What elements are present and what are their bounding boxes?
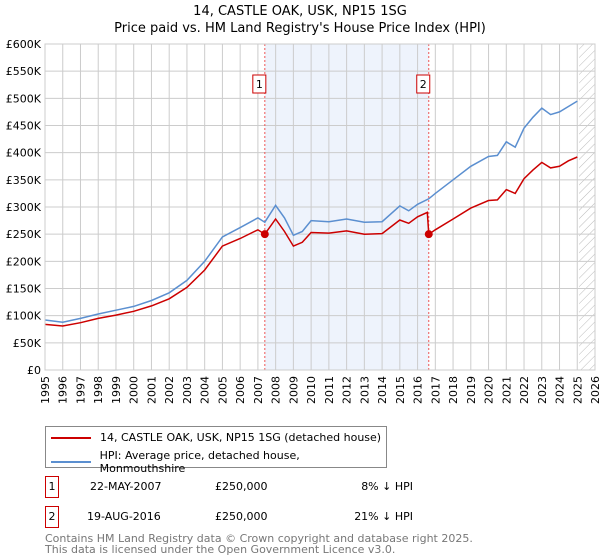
sale-badge (416, 74, 431, 94)
x-tick-label: 2016 (412, 376, 425, 404)
transaction-hpi: 8% ↓ HPI (361, 480, 413, 493)
legend-label-hpi: HPI: Average price, detached house, Monm… (99, 449, 300, 475)
x-tick-label: 2006 (234, 376, 247, 404)
y-tick-label: £300K (6, 201, 42, 214)
y-tick-label: £0 (27, 364, 41, 377)
footer-licence: This data is licensed under the Open Gov… (45, 543, 396, 556)
x-tick-label: 2013 (358, 376, 371, 404)
x-tick-label: 2010 (305, 376, 318, 404)
transaction-badge: 2 (45, 506, 59, 528)
transaction-hpi: 21% ↓ HPI (354, 510, 413, 523)
chart: 1995 1996 1997 1998 1999 2000 2001 2002 2003 2004… (6, 38, 600, 404)
transaction-badge: 1 (45, 476, 59, 498)
x-tick-label: 2018 (447, 376, 460, 404)
sale-badge-label: 1 (256, 78, 263, 91)
x-tick-label: 2024 (554, 376, 567, 404)
x-tick-label: 2002 (163, 376, 176, 404)
x-tick-label: 2005 (216, 376, 229, 404)
legend-label-property: 14, CASTLE OAK, USK, NP15 1SG (detached … (100, 431, 382, 444)
transaction-row: 1 22-MAY-2007 £250,000 8% ↓ HPI (45, 476, 465, 500)
legend: 14, CASTLE OAK, USK, NP15 1SG (detached … (45, 426, 387, 475)
y-tick-label: £100K (6, 310, 42, 323)
price-paid-line (44, 156, 578, 327)
x-tick-label: 2025 (571, 376, 584, 404)
x-tick-label: 2014 (376, 376, 389, 404)
transaction-price: £250,000 (215, 480, 268, 493)
x-tick-label: 2021 (500, 376, 513, 404)
y-tick-label: £250K (6, 228, 42, 241)
x-tick-label: 2015 (394, 376, 407, 404)
x-tick-label: 2004 (199, 376, 212, 404)
sale-badge-label: 2 (420, 78, 427, 91)
transaction-price: £250,000 (215, 510, 268, 523)
x-tick-label: 2011 (323, 376, 336, 404)
x-tick-label: 2023 (536, 376, 549, 404)
transaction-date: 19-AUG-2016 (87, 510, 161, 523)
y-tick-label: £600K (6, 38, 42, 51)
chart-title: 14, CASTLE OAK, USK, NP15 1SG (193, 4, 407, 19)
y-tick-label: £400K (6, 147, 42, 160)
x-tick-label: 2001 (145, 376, 158, 404)
x-tick-label: 1995 (39, 376, 52, 404)
transaction-row: 2 19-AUG-2016 £250,000 21% ↓ HPI (45, 506, 465, 530)
y-tick-label: £50K (13, 337, 42, 350)
y-tick-label: £500K (6, 92, 42, 105)
x-tick-label: 2007 (252, 376, 265, 404)
sale-point (260, 230, 269, 239)
x-tick-label: 1997 (74, 376, 87, 404)
y-tick-label: £150K (6, 283, 42, 296)
y-tick-label: £200K (6, 255, 42, 268)
sale-badge (252, 74, 267, 94)
x-tick-label: 2022 (518, 376, 531, 404)
x-tick-label: 2012 (341, 376, 354, 404)
chart-subtitle: Price paid vs. HM Land Registry's House … (114, 21, 486, 36)
hpi-line (44, 100, 578, 323)
legend-blue-line (51, 461, 91, 463)
x-tick-label: 1996 (57, 376, 70, 404)
y-tick-label: £450K (6, 120, 42, 133)
x-tick-label: 2000 (128, 376, 141, 404)
x-tick-label: 2017 (429, 376, 442, 404)
x-tick-label: 1999 (110, 376, 123, 404)
x-tick-label: 2020 (483, 376, 496, 404)
x-tick-label: 1998 (92, 376, 105, 404)
y-tick-label: £350K (6, 174, 42, 187)
x-tick-label: 2008 (270, 376, 283, 404)
x-tick-label: 2003 (181, 376, 194, 404)
transaction-date: 22-MAY-2007 (90, 480, 162, 493)
sale-point (424, 230, 433, 239)
x-tick-label: 2009 (287, 376, 300, 404)
y-tick-label: £550K (6, 65, 42, 78)
x-tick-label: 2019 (465, 376, 478, 404)
plot-border (44, 43, 596, 371)
legend-red-line (51, 436, 91, 439)
x-tick-label: 2026 (589, 376, 600, 404)
footer-copyright: Contains HM Land Registry data © Crown c… (45, 532, 473, 545)
